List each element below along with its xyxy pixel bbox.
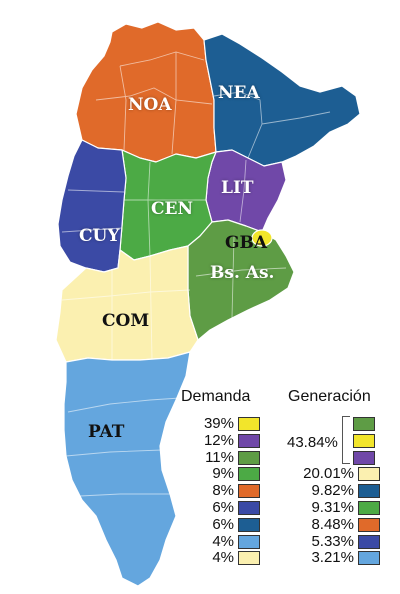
legend-generacion-row: 8.48% — [285, 515, 380, 533]
legend-demanda-swatch — [238, 433, 260, 448]
legend-generacion-pct: 9.82% — [311, 482, 354, 500]
legend-demanda-pct: 6% — [212, 515, 234, 533]
legend-generacion-swatch — [358, 467, 380, 482]
legend-demanda-row: 6% — [180, 515, 260, 533]
legend-demanda-swatch — [238, 501, 260, 515]
region-label-cen: CEN — [151, 199, 194, 219]
region-label-gba: GBA — [225, 233, 268, 253]
legend-demanda-swatch — [238, 517, 260, 532]
legend-generacion-group-pct: 43.84% — [287, 434, 338, 451]
region-label-com: COM — [102, 311, 150, 331]
legend-demanda-row: 12% — [180, 431, 260, 449]
legend-demanda-pct: 12% — [203, 431, 234, 449]
region-pat — [63, 351, 191, 587]
legend-generacion-bracket — [342, 416, 350, 464]
region-com — [55, 245, 199, 363]
region-label-pat: PAT — [88, 422, 125, 442]
legend-generacion-row: 20.01% — [285, 465, 380, 483]
legend-generacion-pct: 20.01% — [303, 465, 354, 483]
legend-generacion-group-swatch — [353, 417, 375, 431]
legend-demanda-pct: 8% — [212, 482, 234, 500]
region-label-cuy: CUY — [79, 226, 120, 246]
legend-demanda-row: 4% — [180, 549, 260, 567]
legend-demanda-row: 39% — [180, 415, 260, 432]
legend-generacion-group-swatch — [353, 450, 375, 465]
region-label-noa: NOA — [128, 95, 172, 115]
region-gba — [251, 229, 273, 247]
legend-demanda-swatch — [238, 467, 260, 482]
legend-demanda-pct: 4% — [212, 549, 234, 567]
region-cuy — [57, 139, 127, 273]
region-nea — [203, 33, 361, 167]
legend-demanda-swatch — [238, 484, 260, 499]
legend-demanda-row: 8% — [180, 482, 260, 500]
region-label-bsas: Bs. As. — [210, 263, 275, 283]
legend-generacion-swatch — [358, 501, 380, 515]
legend-generacion-swatch — [358, 534, 380, 549]
legend-demanda-swatch — [238, 534, 260, 549]
legend-generacion-pct: 8.48% — [311, 515, 354, 533]
legend-demanda-pct: 4% — [212, 532, 234, 550]
legend-demanda-swatch — [238, 551, 260, 566]
legend-demanda-title: Demanda — [181, 388, 251, 405]
legend-demanda-swatch — [238, 417, 260, 431]
legend-generacion-row: 9.82% — [285, 482, 380, 500]
legend-demanda-pct: 6% — [212, 499, 234, 516]
legend-demanda-row: 9% — [180, 465, 260, 483]
region-label-nea: NEA — [218, 83, 260, 103]
legend-demanda-pct: 11% — [205, 448, 234, 466]
region-noa — [75, 21, 217, 163]
legend-generacion-row: 9.31% — [285, 499, 380, 516]
legend-generacion-swatch — [358, 551, 380, 566]
legend-generacion-title: Generación — [288, 388, 371, 405]
legend-generacion-pct: 3.21% — [311, 549, 354, 567]
legend-generacion-pct: 5.33% — [311, 532, 354, 550]
legend-demanda-row: 4% — [180, 532, 260, 550]
legend-generacion-row: 5.33% — [285, 532, 380, 550]
legend-generacion-row: 3.21% — [285, 549, 380, 567]
legend-generacion-swatch — [358, 484, 380, 499]
legend-generacion-swatch — [358, 517, 380, 532]
region-label-lit: LIT — [221, 178, 254, 198]
legend-demanda-pct: 9% — [212, 465, 234, 483]
legend-demanda-swatch — [238, 450, 260, 465]
legend-generacion-pct: 9.31% — [311, 499, 354, 516]
legend-generacion-group-swatch — [353, 433, 375, 448]
legend-demanda-row: 11% — [180, 448, 260, 466]
legend-demanda-row: 6% — [180, 499, 260, 516]
legend-demanda-pct: 39% — [203, 415, 234, 432]
